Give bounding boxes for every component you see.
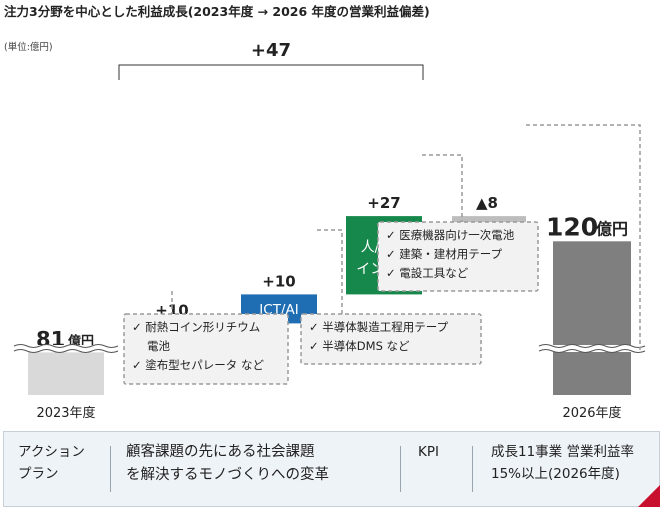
connector-infra <box>422 154 463 222</box>
bracket-line <box>118 64 424 80</box>
connector-end <box>526 124 641 350</box>
note-mobility-1: 電池 <box>147 339 170 353</box>
action-plan-label-line-2: プラン <box>18 466 59 482</box>
action-plan-panel: アクション プラン 顧客課題の先にある社会課題 を解決するモノづくりへの変革 K… <box>3 431 660 507</box>
bar-2026 <box>553 241 631 395</box>
delta-label-infra: +27 <box>367 194 400 212</box>
bracket-label: +47 <box>251 40 291 61</box>
delta-label-ict: +10 <box>262 272 295 290</box>
notes-box-mobility <box>123 313 289 385</box>
note-mobility-2: ✓ 塗布型セパレータ など <box>132 358 264 372</box>
action-plan-text-line-2: を解決するモノづくりへの変革 <box>126 467 329 483</box>
connector-ict <box>317 229 343 314</box>
note-infra-2: ✓ 電設工具など <box>386 266 469 280</box>
kpi-label: KPI <box>418 444 439 460</box>
action-plan-label-line-1: アクション <box>18 444 85 460</box>
divider <box>472 446 473 492</box>
notes-box-ict <box>300 313 482 365</box>
axis-break-2026-gap <box>539 345 645 352</box>
delta-label-base: ▲8 <box>476 194 498 212</box>
action-plan-text-line-1: 顧客課題の先にある社会課題 <box>126 444 315 460</box>
note-infra-1: ✓ 建築・建材用テープ <box>386 247 503 261</box>
axis-break-2026-line-1 <box>538 344 646 348</box>
bar-2023 <box>28 352 104 395</box>
end-unit: 億円 <box>596 219 628 238</box>
note-mobility-0: ✓ 耐熱コイン形リチウム <box>132 320 260 334</box>
divider <box>400 446 401 492</box>
kpi-text-line-2: 15%以上(2026年度) <box>491 466 620 482</box>
kpi-text: 成長11事業 営業利益率 15%以上(2026年度) <box>491 441 651 485</box>
axis-break-2023-gap <box>14 345 118 352</box>
notes-box-infra <box>377 221 539 292</box>
divider <box>110 446 111 492</box>
note-ict-1: ✓ 半導体DMS など <box>309 339 410 353</box>
chart-title: 注力3分野を中心とした利益成長(2023年度 → 2026 年度の営業利益偏差) <box>4 4 430 19</box>
note-ict-0: ✓ 半導体製造工程用テープ <box>309 320 449 334</box>
profit-waterfall-chart: 注力3分野を中心とした利益成長(2023年度 → 2026 年度の営業利益偏差)… <box>4 4 646 421</box>
note-infra-0: ✓ 医療機器向け一次電池 <box>386 228 515 242</box>
end-value: 120 <box>546 212 598 241</box>
axis-break-2023-line-1 <box>13 344 119 348</box>
axis-break-2026-line-2 <box>538 349 646 353</box>
axis-break-2023-line-2 <box>13 349 119 353</box>
year-label-2023: 2023年度 <box>36 405 95 421</box>
corner-accent <box>638 485 660 507</box>
year-label-2026: 2026年度 <box>562 405 621 421</box>
action-plan-text: 顧客課題の先にある社会課題 を解決するモノづくりへの変革 <box>126 441 396 487</box>
unit-label: (単位:億円) <box>4 41 53 53</box>
action-plan-label: アクション プラン <box>18 441 96 485</box>
kpi-text-line-1: 成長11事業 営業利益率 <box>491 444 634 460</box>
